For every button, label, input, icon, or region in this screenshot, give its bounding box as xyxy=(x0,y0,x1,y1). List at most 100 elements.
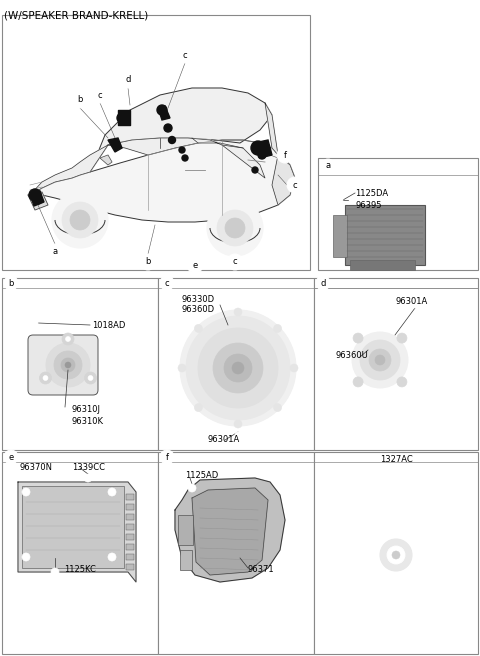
Text: 1327AC: 1327AC xyxy=(380,455,412,464)
Circle shape xyxy=(4,450,18,464)
Text: (W/SPEAKER BRAND-KRELL): (W/SPEAKER BRAND-KRELL) xyxy=(4,10,148,20)
Circle shape xyxy=(207,200,263,256)
Text: 1339CC: 1339CC xyxy=(72,464,105,472)
Circle shape xyxy=(32,320,38,326)
Circle shape xyxy=(4,276,18,290)
Circle shape xyxy=(258,151,266,159)
FancyBboxPatch shape xyxy=(28,335,98,395)
Circle shape xyxy=(34,196,42,204)
Text: e: e xyxy=(192,260,198,270)
Circle shape xyxy=(353,333,363,343)
Circle shape xyxy=(194,403,203,411)
Bar xyxy=(178,515,193,545)
Text: 96301A: 96301A xyxy=(395,298,427,306)
Bar xyxy=(126,544,134,550)
Text: b: b xyxy=(77,96,83,104)
Circle shape xyxy=(387,546,405,564)
Circle shape xyxy=(22,488,30,496)
Polygon shape xyxy=(30,191,44,206)
Text: 96360D: 96360D xyxy=(182,306,215,314)
Polygon shape xyxy=(108,138,265,178)
Circle shape xyxy=(232,362,244,374)
Circle shape xyxy=(274,403,282,411)
Circle shape xyxy=(160,450,174,464)
Text: 1125DA: 1125DA xyxy=(355,188,388,197)
Circle shape xyxy=(29,189,41,201)
Polygon shape xyxy=(100,155,112,165)
Circle shape xyxy=(352,332,408,388)
Circle shape xyxy=(108,488,116,496)
Circle shape xyxy=(187,257,203,273)
Circle shape xyxy=(225,218,245,238)
Polygon shape xyxy=(18,482,136,582)
Circle shape xyxy=(224,354,252,382)
Bar xyxy=(314,278,478,450)
Circle shape xyxy=(62,202,98,238)
Polygon shape xyxy=(32,140,295,222)
Polygon shape xyxy=(108,138,122,152)
Circle shape xyxy=(61,358,75,372)
Text: f: f xyxy=(284,150,287,159)
Text: 96371: 96371 xyxy=(248,565,275,575)
Circle shape xyxy=(227,254,243,270)
Circle shape xyxy=(392,551,400,559)
Text: 96310K: 96310K xyxy=(72,417,104,426)
Bar xyxy=(126,534,134,540)
Circle shape xyxy=(235,432,241,438)
Circle shape xyxy=(178,364,186,372)
Circle shape xyxy=(65,362,71,368)
Circle shape xyxy=(120,72,136,88)
Circle shape xyxy=(65,337,71,342)
Text: c: c xyxy=(233,258,237,266)
Bar xyxy=(22,486,124,568)
Circle shape xyxy=(412,302,418,308)
Circle shape xyxy=(92,87,108,103)
Text: c: c xyxy=(183,51,187,60)
Circle shape xyxy=(198,328,278,408)
Circle shape xyxy=(164,124,172,132)
Bar xyxy=(314,452,478,654)
Polygon shape xyxy=(30,145,108,195)
Text: c: c xyxy=(98,91,102,100)
Circle shape xyxy=(234,420,242,428)
Circle shape xyxy=(84,474,92,482)
Text: d: d xyxy=(125,75,131,85)
Circle shape xyxy=(188,484,196,492)
Circle shape xyxy=(140,254,156,270)
Bar xyxy=(126,504,134,510)
Circle shape xyxy=(46,343,90,387)
Polygon shape xyxy=(192,488,268,575)
Bar xyxy=(158,278,314,450)
Text: c: c xyxy=(165,279,169,287)
Bar xyxy=(126,564,134,570)
Circle shape xyxy=(22,553,30,561)
Text: 96395: 96395 xyxy=(355,201,382,209)
Bar xyxy=(126,524,134,530)
Text: 96310J: 96310J xyxy=(72,405,101,415)
Circle shape xyxy=(194,325,203,333)
Circle shape xyxy=(168,136,176,144)
Circle shape xyxy=(353,377,363,387)
Polygon shape xyxy=(175,478,285,582)
Text: a: a xyxy=(52,247,58,256)
Bar xyxy=(2,15,310,270)
Circle shape xyxy=(180,310,296,426)
Polygon shape xyxy=(265,103,278,155)
Bar xyxy=(126,494,134,500)
Circle shape xyxy=(369,349,391,371)
Circle shape xyxy=(316,276,330,290)
Text: a: a xyxy=(325,161,331,171)
Circle shape xyxy=(88,375,93,380)
Text: c: c xyxy=(293,180,297,190)
Polygon shape xyxy=(272,155,295,205)
Circle shape xyxy=(290,364,298,372)
Bar xyxy=(180,550,192,570)
Circle shape xyxy=(84,372,96,384)
Circle shape xyxy=(186,316,290,420)
Circle shape xyxy=(182,155,188,161)
Circle shape xyxy=(252,167,258,173)
Circle shape xyxy=(277,147,293,163)
Circle shape xyxy=(177,47,193,63)
Text: 1125KC: 1125KC xyxy=(64,565,96,575)
Text: 96330D: 96330D xyxy=(182,295,215,304)
